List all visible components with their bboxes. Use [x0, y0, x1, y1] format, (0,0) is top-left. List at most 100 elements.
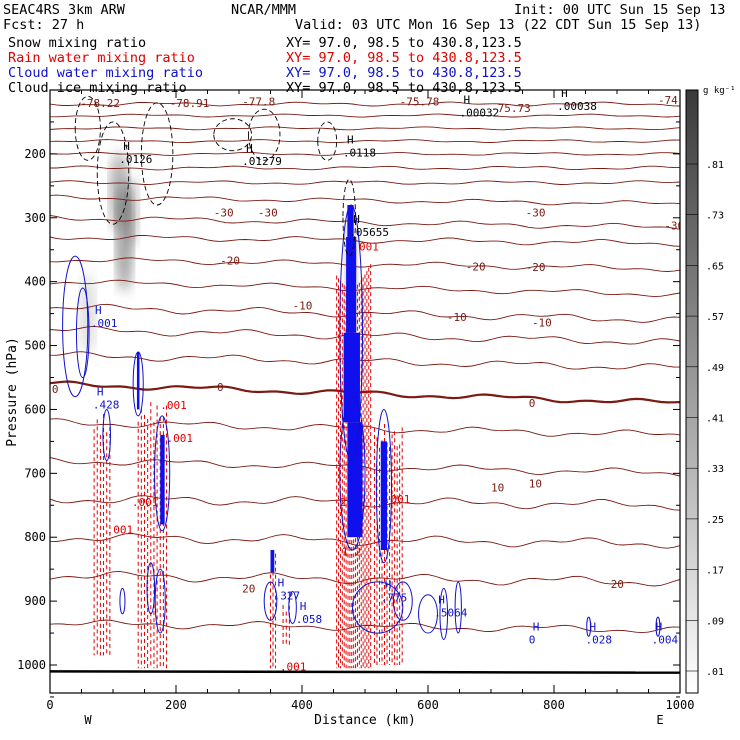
y-tick-label: 700 — [24, 466, 46, 480]
cloudwater-core — [136, 351, 140, 410]
maximum-h-marker: H — [123, 140, 130, 153]
isotherm-label: -75.78 — [400, 96, 440, 109]
maximum-value-label: .00038 — [557, 100, 597, 113]
east-label: E — [656, 713, 663, 727]
cloudice-contours — [74, 95, 357, 257]
isotherm-label: 0 — [529, 397, 536, 410]
cloudwater-contour — [392, 581, 413, 621]
maximum-h-marker: H — [300, 600, 307, 613]
maximum-value-label: .001 — [384, 493, 411, 506]
maximum-h-marker: H — [353, 213, 360, 226]
cloudwater-contour — [454, 581, 462, 634]
y-axis-label: Pressure (hPa) — [5, 337, 20, 447]
cloudwater-contour — [132, 351, 144, 417]
cloudwater-contour — [146, 562, 156, 615]
cloudwater-core — [380, 441, 388, 550]
cloudwater-core — [346, 236, 357, 333]
x-axis: 0 200 400 600 800 1000 — [46, 90, 694, 712]
isotherm-line — [50, 418, 680, 437]
cloudwater-core — [270, 550, 275, 573]
colorbar: g kg⁻¹ .01 .09 .17 .25 .33 .41 .49 .57 .65 .73 .81 — [685, 86, 736, 694]
colorbar-tick-label: .33 — [706, 464, 724, 475]
maximum-h-marker: H — [347, 134, 354, 147]
maximum-h-marker: H — [533, 620, 540, 633]
colorbar-unit: g kg⁻¹ — [703, 86, 736, 96]
isotherm-line — [50, 194, 680, 206]
cloudwater-contour — [102, 408, 111, 462]
maximum-value-label: .00032 — [460, 106, 500, 119]
isotherm-line — [50, 325, 680, 345]
cloudwater-contour — [586, 616, 592, 637]
west-label: W — [84, 713, 92, 727]
forecast-hour: Fcst: 27 h — [3, 17, 85, 33]
isotherm-label: 20 — [611, 578, 624, 591]
colorbar-ramp — [685, 89, 699, 694]
maximum-value-label: .0118 — [343, 147, 376, 160]
snow-field-xy: XY= 97.0, 98.5 to 430.8,123.5 — [286, 35, 522, 51]
isotherm-label: -30 — [526, 207, 546, 220]
x-tick-label: 1000 — [666, 698, 695, 712]
colorbar-tick-label: .65 — [706, 261, 724, 272]
cloudice-contour — [213, 118, 253, 152]
y-tick-label: 200 — [24, 147, 46, 161]
colorbar-tick-label: .41 — [706, 414, 724, 425]
colorbar-tick-label: .09 — [706, 616, 724, 627]
isotherm-label: -20 — [466, 260, 486, 273]
maximum-h-marker: H — [561, 87, 568, 100]
isotherm-line — [50, 257, 680, 272]
x-tick-label: 400 — [291, 698, 313, 712]
y-tick-label: 900 — [24, 594, 46, 608]
y-tick-label: 600 — [24, 402, 46, 416]
isotherm-label: 0 — [217, 381, 224, 394]
init-time: Init: 00 UTC Sun 15 Sep 13 — [514, 2, 726, 18]
cloudwater-contour — [75, 287, 90, 379]
temperature-contours — [50, 101, 680, 674]
cloudice-field-label: Cloud ice mixing ratio — [8, 80, 187, 96]
isotherm-label: -10 — [447, 311, 467, 324]
maximum-value-label: .001 — [91, 317, 118, 330]
colorbar-tick-label: .57 — [706, 312, 724, 323]
cloudwater-contour — [263, 581, 278, 621]
cloudice-contour — [74, 95, 101, 161]
isotherm-label: -77.8 — [242, 96, 275, 109]
maximum-h-marker: H — [464, 93, 471, 106]
colorbar-tick-label: .73 — [706, 211, 724, 222]
maximum-h-marker: H — [438, 594, 445, 607]
isotherm-line — [50, 126, 680, 131]
maximum-h-marker: H — [385, 578, 392, 591]
colorbar-tick-label: .17 — [706, 566, 724, 577]
isotherm-label: -30 — [214, 207, 234, 220]
maximum-value-label: 1.2 — [342, 545, 362, 558]
cloudwater-contour — [154, 568, 166, 634]
maximum-value-label: .0126 — [119, 153, 152, 166]
cloudwater-contour — [119, 587, 126, 615]
maximum-value-label: .058 — [296, 613, 323, 626]
cloudwater-contour — [351, 581, 404, 634]
surface-line — [50, 670, 680, 674]
isotherm-label: 10 — [529, 478, 542, 491]
x-axis-label: Distance (km) — [314, 713, 416, 728]
cloudice-contour — [317, 121, 338, 161]
maximum-value-label: .428 — [93, 398, 120, 411]
x-tick-label: 200 — [165, 698, 187, 712]
plot-area: -78.22 -78.91 -77.8 -75.78 -75.73 -74.95 -30 -3… — [50, 87, 684, 674]
maximum-value-label: .001 — [280, 660, 307, 673]
maximum-value-label: .775 — [381, 591, 408, 604]
maximum-h-marker: H — [656, 620, 663, 633]
maximum-value-label: .028 — [586, 633, 613, 646]
maximum-h-marker: H — [246, 142, 253, 155]
snow-shade-blob — [124, 176, 139, 247]
cloudwater-contour — [62, 255, 89, 398]
x-tick-label: 600 — [417, 698, 439, 712]
isotherm-label: -78.91 — [170, 97, 210, 110]
isotherm-label: -10 — [532, 317, 552, 330]
snow-field-label: Snow mixing ratio — [8, 35, 147, 51]
maximum-h-marker: H — [590, 620, 597, 633]
maximum-h-marker: H — [278, 576, 285, 589]
freezing-level-isotherm — [50, 380, 680, 404]
cloudwater-contour — [288, 591, 297, 624]
y-tick-label: 1000 — [17, 658, 46, 672]
isotherm-label: -30 — [664, 219, 684, 232]
x-tick-label: 800 — [543, 698, 565, 712]
